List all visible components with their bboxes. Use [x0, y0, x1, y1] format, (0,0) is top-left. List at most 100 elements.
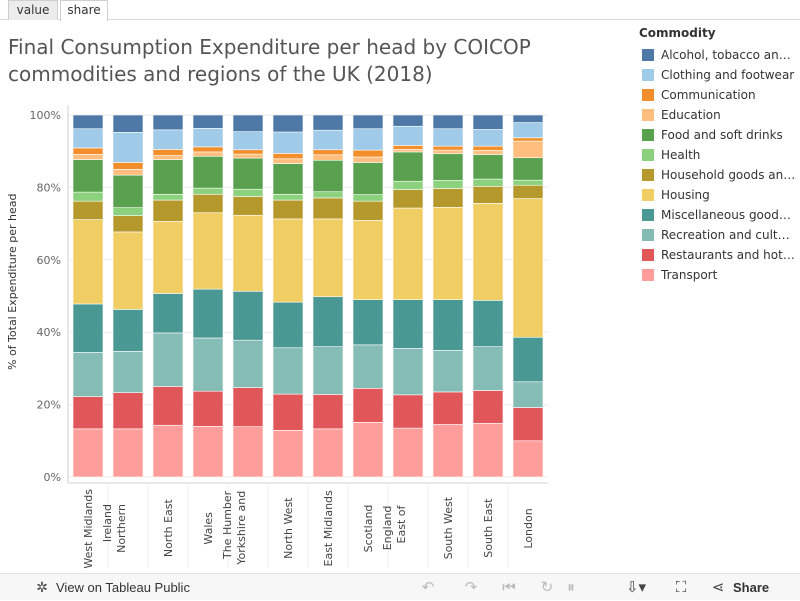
- share-button[interactable]: Share: [733, 580, 770, 595]
- legend-swatch: [642, 229, 654, 241]
- legend-item[interactable]: Clothing and footwear: [639, 67, 799, 87]
- bar-segment: [72, 219, 104, 305]
- bar-segment: [312, 394, 344, 430]
- bar-segment: [512, 336, 544, 383]
- bar-segment: [192, 151, 224, 157]
- legend-items: Alcohol, tobacco and … Clothing and footw…: [639, 47, 799, 287]
- bar-segment: [192, 128, 224, 148]
- legend-swatch: [642, 49, 654, 61]
- x-tick-label: Yorkshire andThe Humber: [221, 490, 248, 565]
- x-tick-label: Wales: [202, 512, 215, 545]
- fullscreen-icon[interactable]: ⛶: [675, 579, 687, 596]
- bar-segment: [352, 162, 384, 195]
- legend-item[interactable]: Education: [639, 107, 799, 127]
- bar-segment: [112, 351, 144, 393]
- legend-item[interactable]: Household goods and …: [639, 167, 799, 187]
- x-tick-label-line: East of: [395, 504, 408, 543]
- bar-segment: [232, 153, 264, 159]
- bar-segment: [352, 149, 384, 158]
- x-tick-label-line: England: [381, 506, 394, 551]
- share-icon[interactable]: ⋖: [711, 579, 725, 596]
- y-tick-label: 60%: [37, 254, 61, 267]
- bar-segment: [232, 387, 264, 427]
- tableau-logo-icon[interactable]: ✲: [36, 579, 48, 595]
- legend-item[interactable]: Housing: [639, 187, 799, 207]
- y-tick-label: 20%: [37, 399, 61, 412]
- bar-segment: [512, 184, 544, 199]
- legend-item[interactable]: Restaurants and hotels: [639, 247, 799, 267]
- bar-segment: [192, 114, 224, 129]
- legend-item[interactable]: Food and soft drinks: [639, 127, 799, 147]
- bar-segment: [192, 426, 224, 478]
- bar-segment: [72, 154, 104, 160]
- legend-item[interactable]: Transport: [639, 267, 799, 287]
- legend-item[interactable]: Communication: [639, 87, 799, 107]
- bar-segment: [312, 154, 344, 161]
- bar-segment: [432, 145, 464, 151]
- bar-segment: [272, 430, 304, 478]
- bar-segment: [512, 407, 544, 442]
- bar-segment: [352, 114, 384, 130]
- y-tick-label: 100%: [30, 109, 61, 122]
- legend-item[interactable]: Miscellaneous goods …: [639, 207, 799, 227]
- legend-item[interactable]: Health: [639, 147, 799, 167]
- bar-segment: [472, 129, 504, 147]
- bar-segment: [272, 301, 304, 349]
- bar-segment: [112, 428, 144, 478]
- bar-segment: [352, 194, 384, 202]
- x-tick-label: North East: [162, 498, 175, 557]
- bar-segment: [152, 114, 184, 131]
- bar-segment: [312, 197, 344, 220]
- view-on-tableau-public-link[interactable]: View on Tableau Public: [56, 580, 190, 595]
- bar-segment: [432, 188, 464, 208]
- bar-segment: [72, 200, 104, 220]
- bar-segment: [72, 147, 104, 155]
- bar-segment: [352, 299, 384, 346]
- refresh-icon[interactable]: ↻: [540, 579, 554, 596]
- bar-segment: [152, 149, 184, 156]
- stacked-bar-chart: 0% 20% 40% 60% 80% 100% West Midlands NorthernI…: [30, 105, 548, 569]
- pause-icon[interactable]: ⏸: [567, 579, 575, 596]
- bar-segment: [232, 114, 264, 132]
- legend-item[interactable]: Alcohol, tobacco and …: [639, 47, 799, 67]
- legend-swatch: [642, 109, 654, 121]
- tab-share[interactable]: share: [60, 0, 108, 21]
- undo-icon[interactable]: ↶: [421, 579, 435, 596]
- legend-swatch: [642, 169, 654, 181]
- tab-value[interactable]: value: [8, 0, 58, 20]
- bar-segment: [72, 128, 104, 149]
- x-tick-label-line: East Midlands: [322, 490, 335, 567]
- bar-segment: [472, 145, 504, 151]
- bar-segment: [432, 424, 464, 478]
- bar-segment: [432, 299, 464, 351]
- redo-icon[interactable]: ↷: [464, 579, 478, 596]
- bar-segment: [272, 393, 304, 431]
- download-icon[interactable]: ⇩▾: [625, 579, 647, 596]
- bar-segment: [312, 129, 344, 151]
- x-tick-label-line: Scotland: [362, 505, 375, 553]
- bar-segment: [112, 309, 144, 352]
- bar-segment: [512, 122, 544, 139]
- bar-segment: [352, 344, 384, 389]
- legend-item[interactable]: Recreation and culture: [639, 227, 799, 247]
- bar-segment: [192, 288, 224, 339]
- revert-icon[interactable]: ⏮: [502, 579, 516, 596]
- bar-segment: [392, 207, 424, 300]
- sheet-tabs: value share: [0, 0, 800, 21]
- x-tick-label-line: Ireland: [101, 504, 114, 542]
- bar-segment: [72, 352, 104, 397]
- bar-segment: [352, 128, 384, 151]
- bar-segment: [312, 114, 344, 131]
- bar-segment: [192, 337, 224, 392]
- bar-segment: [432, 149, 464, 155]
- legend-swatch: [642, 249, 654, 261]
- bar-segment: [472, 186, 504, 204]
- bar-segment: [512, 157, 544, 181]
- bar-segment: [312, 346, 344, 395]
- bar-segment: [352, 220, 384, 300]
- bar-segment: [512, 440, 544, 478]
- bar-segment: [432, 349, 464, 393]
- bar-segment: [112, 132, 144, 163]
- bar-segment: [192, 390, 224, 427]
- bar-segment: [152, 332, 184, 387]
